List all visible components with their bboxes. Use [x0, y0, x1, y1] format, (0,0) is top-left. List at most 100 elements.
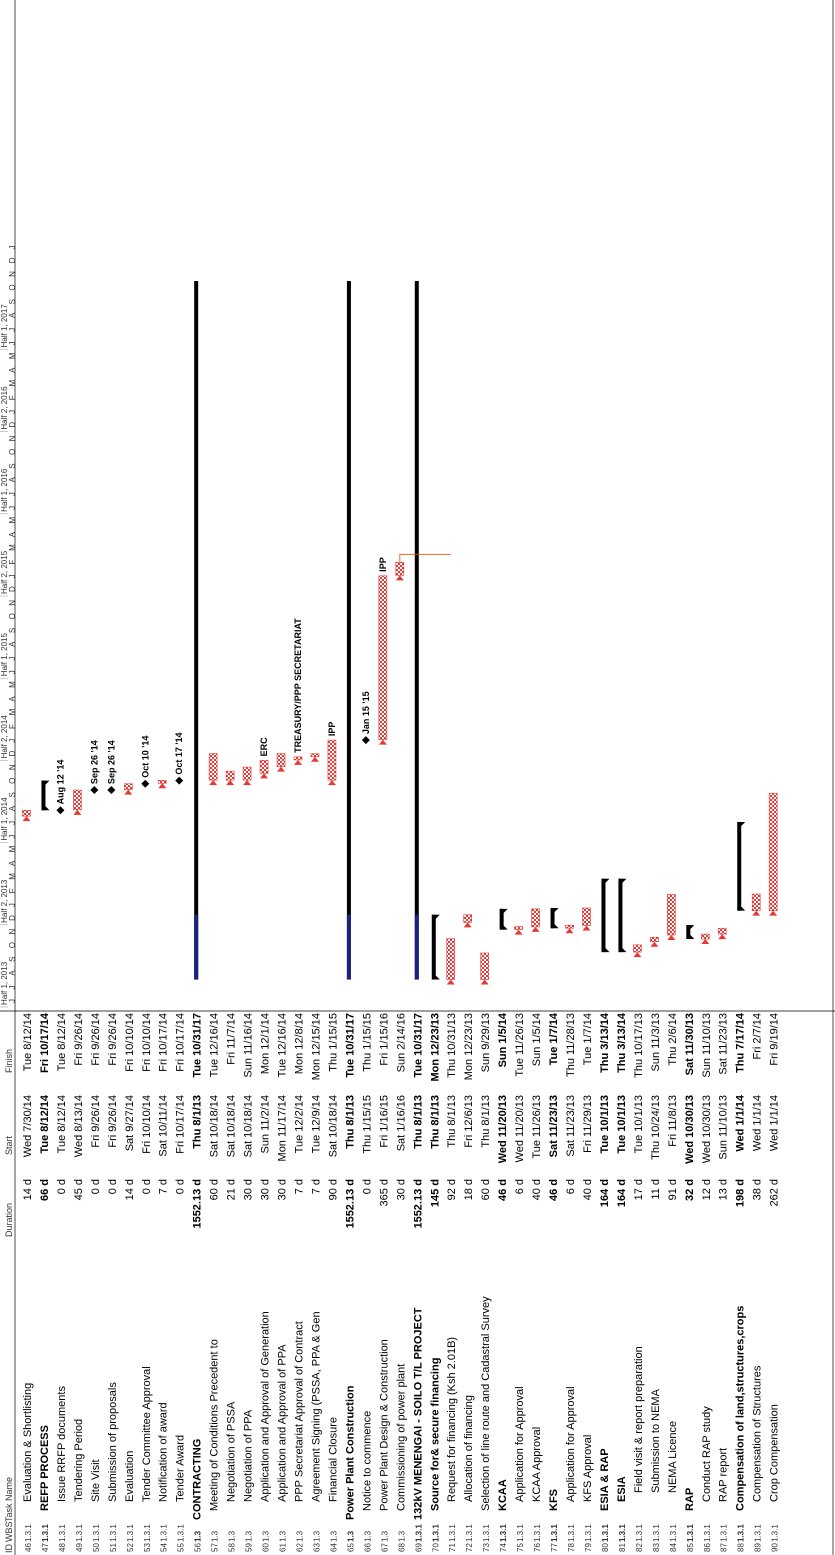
task-bar[interactable]	[446, 938, 456, 980]
table-row[interactable]: 501.3.1 Site Visit 0 d Fri 9/26/14 Fri 9/26/…	[90, 1013, 102, 1552]
table-row[interactable]: 891.3.1 Compensation of Structures 38 d Wed…	[752, 1013, 764, 1552]
table-row[interactable]: 801.3.1 ESIA & RAP 164 d Tue 10/1/13 Thu 3/1…	[599, 1012, 611, 1552]
table-row[interactable]: 621.3 PPP Secretariat Approval of Contrac…	[293, 1013, 305, 1552]
table-row[interactable]: 651.3 Power Plant Construction 1552.13 d Th…	[344, 1013, 356, 1552]
row-task-name: Evaluation	[124, 1451, 136, 1502]
summary-bar[interactable]	[414, 280, 419, 980]
task-bar[interactable]	[480, 952, 489, 980]
task-bar[interactable]	[208, 753, 218, 781]
task-bar[interactable]	[73, 789, 82, 811]
task-bar[interactable]	[327, 739, 337, 781]
table-row[interactable]: 601.3 Application and Approval of Generat…	[260, 1013, 272, 1552]
table-row[interactable]: 721.3.1 Allocation of financing 18 d Fri 12…	[463, 1013, 475, 1552]
table-row[interactable]: 781.3.1 Application for Approval 6 d Sat 11…	[565, 1013, 577, 1552]
table-row[interactable]: 541.3.1 Notification of award 7 d Sat 10/11…	[158, 1013, 170, 1552]
table-row[interactable]: 511.3.1 Submission of proposals 0 d Fri 9/2…	[107, 1013, 119, 1552]
table-row[interactable]: 551.3.1 Tender Award 0 d Fri 10/17/14 Fri 10…	[175, 1013, 187, 1552]
dependency-arrow	[277, 766, 286, 772]
table-row[interactable]: 821.3.1 Field visit & report preparation 1…	[633, 1013, 645, 1552]
table-row[interactable]: 761.3.1 KCAA Approval 40 d Tue 11/26/13 Sun …	[531, 1013, 543, 1552]
table-row[interactable]: 561.3 CONTRACTING 1552.13 d Thu 8/1/13 Tue 1…	[192, 1013, 204, 1552]
table-row[interactable]: 841.3.1 NEMA Licence 91 d Fri 11/8/13 Thu 2/…	[667, 1013, 679, 1552]
summary-bar[interactable]	[601, 878, 606, 953]
table-row[interactable]: 611.3 Application and Approval of PPA 30 d…	[277, 1013, 289, 1552]
task-bar[interactable]	[378, 575, 388, 740]
table-row[interactable]: 741.3.1 KCAA 46 d Wed 11/20/13 Sun 1/5/14	[497, 1012, 509, 1552]
task-bar[interactable]	[768, 792, 778, 911]
table-row[interactable]: 811.3.1 ESIA 164 d Tue 10/1/13 Thu 3/13/14	[616, 1012, 628, 1552]
task-bar[interactable]	[531, 908, 540, 928]
table-row[interactable]: 791.3.1 KFS Approval 40 d Fri 11/29/13 Tue 1…	[582, 1013, 594, 1552]
task-bar[interactable]	[276, 753, 286, 767]
summary-bar-end-cap	[550, 907, 559, 912]
table-row[interactable]: 701.3.1 Source for& secure financing 145 d…	[429, 1013, 441, 1552]
table-row[interactable]: 481.3.1 Issue RRFP documents 0 d Tue 8/12/1…	[56, 1013, 68, 1552]
summary-bar[interactable]	[618, 878, 623, 953]
row-id: 66	[363, 1543, 372, 1552]
task-bar[interactable]	[582, 907, 591, 926]
task-bar[interactable]	[242, 766, 252, 781]
table-row[interactable]: 571.3 Meeting of Conditions Precedent to 6…	[209, 1013, 221, 1552]
row-finish: Thu 1/15/15	[361, 1013, 373, 1072]
milestone-diamond[interactable]	[56, 806, 65, 815]
milestone-diamond[interactable]	[141, 779, 150, 788]
table-row[interactable]: 861.3.1 Conduct RAP study 12 d Wed 10/30/13…	[701, 1013, 713, 1552]
table-row[interactable]: 711.3.1 Request for financing (Ksh 2.01B)…	[446, 1013, 458, 1552]
task-bar[interactable]	[514, 926, 523, 930]
task-bar[interactable]	[124, 783, 133, 790]
summary-bar[interactable]	[499, 908, 504, 930]
milestone-diamond[interactable]	[361, 736, 370, 745]
table-row[interactable]: 521.3.1 Evaluation 14 d Sat 9/27/14 Fri 10/1…	[124, 1013, 136, 1552]
summary-bar[interactable]	[686, 925, 691, 940]
task-bar[interactable]	[565, 924, 574, 929]
table-row[interactable]: 851.3.1 RAP 32 d Wed 10/30/13 Sat 11/30/13	[684, 1013, 696, 1552]
task-bar[interactable]	[717, 927, 727, 935]
task-bar[interactable]	[293, 756, 303, 761]
row-finish: Fri 9/26/14	[107, 1013, 119, 1066]
row-start: Fri 10/17/14	[175, 1095, 187, 1154]
summary-bar[interactable]	[550, 907, 555, 929]
table-row[interactable]: 591.3 Negotiation of PPA 30 d Sat 10/18/14 S…	[243, 1013, 255, 1552]
table-row[interactable]: 731.3.1 Selection of line route and Cadas…	[480, 1013, 492, 1552]
task-bar[interactable]	[259, 760, 269, 774]
table-row[interactable]: 831.3.1 Submission to NEMA 11 d Thu 10/24/1…	[650, 1013, 662, 1552]
summary-bar[interactable]	[737, 822, 742, 911]
milestone-diamond[interactable]	[175, 776, 184, 785]
task-bar[interactable]	[395, 561, 405, 576]
table-row[interactable]: 631.3 Agreement Signing (PSSA, PPA & Gen 7…	[310, 1013, 322, 1552]
task-bar[interactable]	[700, 933, 710, 940]
task-bar[interactable]	[667, 894, 676, 936]
table-row[interactable]: 641.3 Financial Closure 90 d Sat 10/18/14 Th…	[327, 1013, 339, 1552]
table-row[interactable]: 751.3.1 Application for Approval 6 d Wed 11…	[514, 1013, 526, 1552]
table-row[interactable]: 671.3 Power Plant Design & Construction 36…	[378, 1013, 390, 1552]
row-duration: 38 d	[752, 1179, 764, 1200]
milestone-diamond[interactable]	[90, 786, 99, 795]
table-row[interactable]: 681.3 Commissioning of power plant 30 d Sat…	[395, 1013, 407, 1552]
summary-bar[interactable]	[431, 914, 436, 980]
table-row[interactable]: 471.3.1 REFP PROCESS 66 d Tue 8/12/14 Fri 10…	[39, 1012, 51, 1552]
table-row[interactable]: 691.3.1 132kV MENENGAI - SOILO T/L PROJEC…	[412, 1013, 424, 1552]
table-row[interactable]: 881.3.1 Compensation of land,structures,c…	[735, 1012, 747, 1552]
summary-bar[interactable]	[346, 280, 351, 980]
summary-bar[interactable]	[194, 280, 199, 980]
task-bar[interactable]	[225, 770, 235, 781]
table-row[interactable]: 581.3 Negotiation of PSSA 21 d Sat 10/18/14…	[226, 1013, 238, 1552]
task-bar[interactable]	[751, 893, 761, 911]
row-duration: 7 d	[293, 1179, 305, 1194]
task-bar[interactable]	[463, 914, 473, 923]
milestone-diamond[interactable]	[107, 786, 116, 795]
table-row[interactable]: 661.3 Notice to commence 0 d Thu 1/15/15 Thu…	[361, 1013, 373, 1552]
task-bar[interactable]	[633, 944, 642, 953]
task-bar[interactable]	[22, 810, 31, 817]
task-bar[interactable]	[310, 753, 320, 758]
task-bar[interactable]	[650, 936, 659, 943]
row-duration: 262 d	[769, 1179, 781, 1207]
table-row[interactable]: 771.3.1 KFS 46 d Sat 11/23/13 Tue 1/7/14	[548, 1012, 560, 1552]
table-row[interactable]: 901.3.1 Crop Compensation 262 d Wed 1/1/14 F…	[769, 1013, 781, 1552]
table-row[interactable]: 531.3.1 Tender Committee Approval 0 d Fri 1…	[141, 1013, 153, 1552]
task-bar[interactable]	[157, 779, 167, 784]
table-row[interactable]: 491.3.1 Tendering Period 45 d Wed 8/13/14 Fr…	[73, 1013, 85, 1552]
table-row[interactable]: 871.3.1 RAP report 13 d Sun 11/10/13 Sat 11/…	[718, 1013, 730, 1552]
summary-bar[interactable]	[41, 780, 46, 811]
table-row[interactable]: 461.3.1 Evaluation & Shortlisting 14 d Wed …	[22, 1013, 34, 1552]
